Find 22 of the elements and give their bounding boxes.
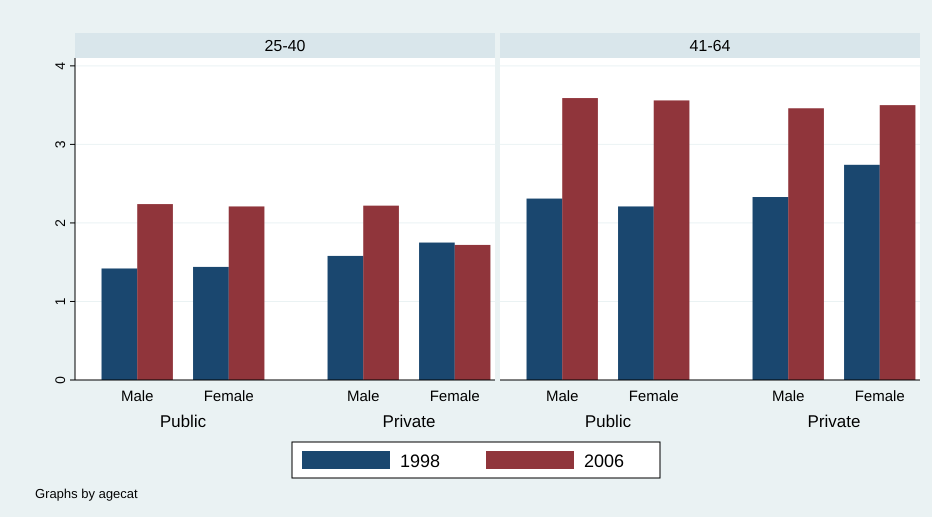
chart-title: 25-40 bbox=[264, 38, 306, 55]
text: Private bbox=[382, 412, 436, 431]
y-tick-label: 3 bbox=[52, 140, 68, 148]
x-tick-label: Female bbox=[204, 388, 254, 405]
x-tick-label: Male bbox=[772, 388, 804, 405]
y-tick-label: 2 bbox=[52, 218, 68, 227]
y-tick-label: 1 bbox=[52, 297, 68, 306]
text: Public bbox=[584, 412, 632, 431]
legend-label: 2006 bbox=[584, 451, 624, 471]
x-tick-label: Female bbox=[854, 388, 905, 405]
x-tick-label: Male bbox=[120, 388, 154, 405]
x-tick-label: Male bbox=[346, 388, 380, 405]
y-tick-label: 4 bbox=[52, 62, 68, 70]
chart-title: 41-64 bbox=[690, 38, 731, 55]
x-tick-label: Female bbox=[430, 388, 480, 405]
x-tick-label: Male bbox=[546, 388, 578, 405]
x-tick-label: Female bbox=[628, 388, 679, 405]
y-tick-label: 0 bbox=[52, 376, 68, 384]
legend-label: 1998 bbox=[400, 451, 440, 471]
text: Public bbox=[160, 412, 207, 431]
text: Private bbox=[808, 412, 860, 431]
text: Graphs by agecat bbox=[35, 486, 138, 501]
